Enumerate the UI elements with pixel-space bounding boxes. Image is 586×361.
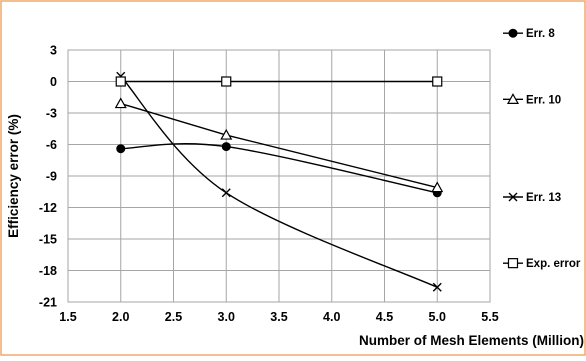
legend-label: Err. 8: [526, 28, 555, 40]
y-tick-label: 3: [50, 44, 57, 58]
y-tick-label: -3: [46, 107, 57, 121]
y-tick-label: 0: [50, 75, 57, 89]
data-point: [116, 144, 126, 154]
data-point: [432, 76, 443, 87]
data-point: [114, 97, 127, 109]
series-layer: [114, 71, 444, 292]
y-tick-label: -15: [39, 233, 57, 247]
legend-marker: [508, 192, 518, 202]
data-point: [431, 181, 444, 193]
x-tick-label: 5.0: [429, 310, 446, 324]
y-tick-label: -9: [46, 170, 57, 184]
x-tick-label: 4.5: [376, 310, 393, 324]
y-tick-label: -12: [39, 201, 57, 215]
legend: Err. 8 Err. 10 Err. 13 Exp. error: [503, 28, 581, 270]
y-tick-label: -21: [39, 296, 57, 310]
grid-layer: [67, 49, 491, 303]
legend-marker: [507, 258, 519, 269]
data-point: [220, 128, 233, 140]
legend-marker: [508, 28, 518, 38]
data-point: [221, 142, 231, 152]
series-line: [120, 143, 438, 194]
axis-layer: Efficiency error (%) Number of Mesh Elem…: [6, 44, 584, 349]
data-point: [432, 282, 442, 292]
x-tick-label: 3.5: [270, 310, 287, 324]
legend-label: Err. 10: [526, 94, 561, 106]
data-point: [221, 188, 231, 198]
x-tick-label: 1.5: [59, 310, 76, 324]
y-axis-label: Efficiency error (%): [6, 114, 21, 238]
x-axis-label: Number of Mesh Elements (Million): [359, 333, 584, 348]
legend-label: Exp. error: [526, 258, 581, 270]
legend-marker: [506, 93, 520, 104]
x-tick-label: 2.5: [165, 310, 182, 324]
y-tick-label: -18: [39, 264, 57, 278]
x-tick-label: 3.0: [218, 310, 235, 324]
legend-label: Err. 13: [526, 192, 561, 204]
data-point: [221, 76, 232, 87]
plot-border: [67, 49, 491, 303]
x-tick-label: 5.5: [481, 310, 498, 324]
x-tick-label: 4.0: [323, 310, 340, 324]
series-line: [120, 75, 438, 288]
data-point: [115, 76, 126, 87]
y-tick-label: -6: [46, 138, 57, 152]
x-tick-label: 2.0: [112, 310, 129, 324]
